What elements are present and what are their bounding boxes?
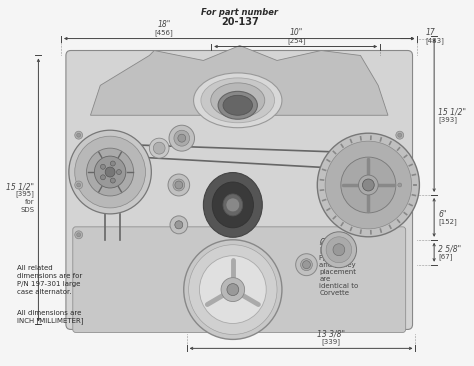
Text: 15 1/2": 15 1/2" <box>7 183 35 191</box>
Ellipse shape <box>223 194 243 216</box>
Circle shape <box>398 133 402 137</box>
Circle shape <box>396 181 404 189</box>
Circle shape <box>173 179 185 191</box>
Text: are: are <box>319 276 330 282</box>
Ellipse shape <box>212 182 254 228</box>
Text: All dimensions are: All dimensions are <box>17 310 81 315</box>
Circle shape <box>301 259 312 271</box>
Text: [456]: [456] <box>155 29 173 36</box>
Circle shape <box>396 131 404 139</box>
Text: and pulley: and pulley <box>319 262 356 268</box>
Text: [152]: [152] <box>438 218 457 225</box>
Circle shape <box>317 133 419 237</box>
Circle shape <box>189 245 277 335</box>
Text: 17: 17 <box>425 28 435 37</box>
Ellipse shape <box>193 73 282 128</box>
Circle shape <box>302 261 310 269</box>
Circle shape <box>170 216 188 234</box>
Ellipse shape <box>218 92 257 119</box>
Text: 15 1/2": 15 1/2" <box>438 108 466 117</box>
Text: 18": 18" <box>157 20 171 29</box>
Circle shape <box>200 256 266 324</box>
FancyBboxPatch shape <box>73 227 406 332</box>
Ellipse shape <box>211 83 265 118</box>
Circle shape <box>77 233 81 237</box>
Circle shape <box>75 136 146 208</box>
Text: INCH [MILLIMETER]: INCH [MILLIMETER] <box>17 317 83 324</box>
Circle shape <box>358 175 378 195</box>
Ellipse shape <box>201 78 274 123</box>
Circle shape <box>175 221 183 229</box>
Circle shape <box>226 198 240 212</box>
Circle shape <box>175 221 183 229</box>
Text: [393]: [393] <box>438 116 457 123</box>
Circle shape <box>184 240 282 339</box>
Circle shape <box>100 175 105 180</box>
Circle shape <box>153 142 165 154</box>
Circle shape <box>175 181 183 189</box>
Circle shape <box>110 178 115 183</box>
Text: dimensions are for: dimensions are for <box>17 273 82 279</box>
Circle shape <box>77 133 81 137</box>
Text: 2 5/8": 2 5/8" <box>438 245 461 254</box>
Circle shape <box>149 138 169 158</box>
Circle shape <box>227 284 239 296</box>
Circle shape <box>363 179 374 191</box>
Circle shape <box>296 254 317 276</box>
Circle shape <box>398 183 402 187</box>
Circle shape <box>77 183 81 187</box>
Circle shape <box>75 231 82 239</box>
Circle shape <box>326 237 352 263</box>
Text: P/N 197-301 large: P/N 197-301 large <box>17 281 80 287</box>
Text: [169]: [169] <box>319 246 338 253</box>
Circle shape <box>178 134 186 142</box>
Circle shape <box>87 148 134 196</box>
Circle shape <box>333 244 345 256</box>
Text: 13 3/8": 13 3/8" <box>317 329 345 339</box>
Text: 6": 6" <box>438 210 447 219</box>
Circle shape <box>341 157 396 213</box>
Text: [339]: [339] <box>321 339 340 346</box>
Circle shape <box>168 174 190 196</box>
FancyBboxPatch shape <box>66 51 412 329</box>
Circle shape <box>221 278 245 302</box>
Text: [67]: [67] <box>438 253 453 259</box>
Text: 20-137: 20-137 <box>221 16 259 27</box>
Circle shape <box>94 156 126 188</box>
Polygon shape <box>91 45 388 115</box>
Text: P/S pump: P/S pump <box>319 255 352 261</box>
Text: All related: All related <box>17 265 53 271</box>
Text: for: for <box>25 199 35 205</box>
Text: [433]: [433] <box>425 37 444 44</box>
Ellipse shape <box>203 172 262 237</box>
Text: placement: placement <box>319 269 356 274</box>
Text: Corvette: Corvette <box>319 290 349 296</box>
Text: 10": 10" <box>290 27 303 37</box>
Circle shape <box>169 125 194 151</box>
Circle shape <box>105 167 115 177</box>
Circle shape <box>100 164 105 169</box>
Text: Ø6 5/8": Ø6 5/8" <box>319 238 348 247</box>
Text: SDS: SDS <box>20 207 35 213</box>
Text: identical to: identical to <box>319 283 358 289</box>
Text: case alternator.: case alternator. <box>17 289 71 295</box>
Circle shape <box>325 141 411 229</box>
Circle shape <box>117 169 121 175</box>
Circle shape <box>69 130 151 214</box>
Circle shape <box>174 130 190 146</box>
Text: [254]: [254] <box>287 37 306 44</box>
Text: [395]: [395] <box>16 191 35 197</box>
Ellipse shape <box>223 95 253 115</box>
Circle shape <box>75 181 82 189</box>
Circle shape <box>321 232 356 268</box>
Text: For part number: For part number <box>201 8 278 17</box>
Circle shape <box>110 161 115 166</box>
Circle shape <box>75 131 82 139</box>
